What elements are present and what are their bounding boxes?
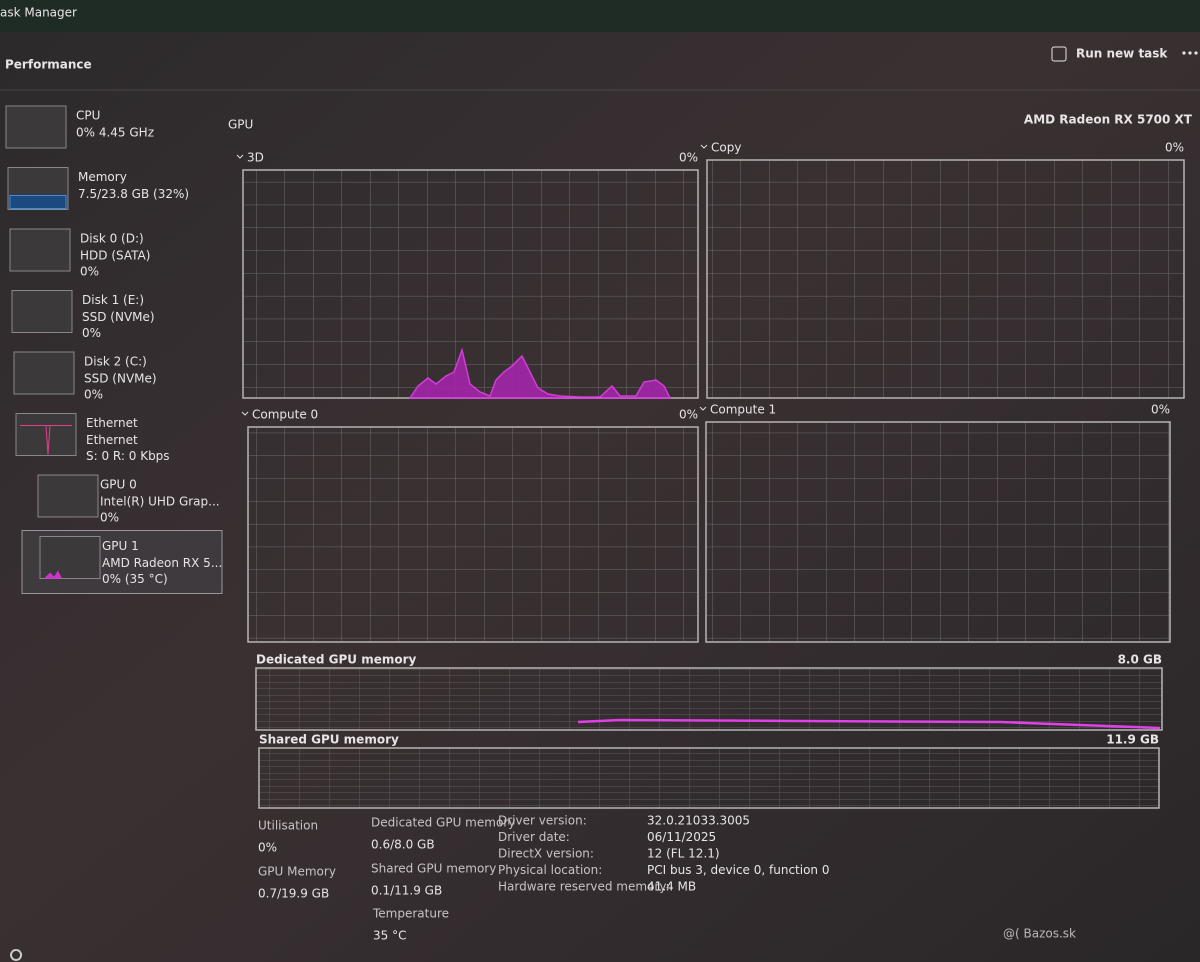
sidebar-detail[interactable]: Ethernet [86, 433, 138, 447]
sidebar-detail[interactable]: SSD (NVMe) [84, 372, 157, 386]
thumbnail-trace[interactable] [44, 570, 62, 579]
thumbnail[interactable] [11, 290, 73, 333]
detail-value: 41.4 MB [647, 880, 696, 894]
gpu-device: AMD Radeon RX 5700 XT [1024, 113, 1193, 127]
thumbnail[interactable] [13, 351, 75, 395]
graph-grid [706, 159, 1185, 399]
sidebar-name[interactable]: Disk 0 (D:) [80, 232, 144, 246]
watermark: @( Bazos.sk [1003, 927, 1076, 941]
sidebar-detail[interactable]: 0% [82, 326, 101, 340]
memory-graph-max: 11.9 GB [1106, 733, 1159, 747]
thumbnail[interactable] [37, 474, 99, 518]
graph-value: 0% [1165, 141, 1184, 155]
graph-grid [247, 426, 699, 643]
sidebar-detail[interactable]: 0% (35 °C) [102, 572, 168, 586]
run-new-task[interactable]: Run new task [1076, 47, 1168, 61]
stat-value: 0.7/19.9 GB [258, 887, 329, 901]
memory-graph-label: Dedicated GPU memory [256, 653, 417, 667]
settings-icon[interactable] [10, 949, 23, 961]
stat-label: Utilisation [258, 819, 318, 833]
graph-value: 0% [679, 151, 698, 165]
sidebar-detail[interactable]: SSD (NVMe) [82, 310, 155, 324]
graph-value: 0% [1151, 403, 1170, 417]
dedicated-memory-trace [577, 718, 1161, 730]
detail-label: Driver version: [498, 814, 587, 828]
detail-value: PCI bus 3, device 0, function 0 [647, 863, 829, 877]
stat-value: 0.1/11.9 GB [371, 884, 442, 898]
sidebar-item[interactable]: GPU 0 Intel(R) UHD Grap... 0% [37, 474, 220, 525]
thumbnail-trace[interactable] [20, 425, 72, 455]
title-bar [0, 0, 1200, 32]
stat-value: 35 °C [373, 929, 406, 943]
sidebar-detail[interactable]: 0% [84, 388, 103, 402]
detail-label: Hardware reserved memory: [498, 880, 670, 894]
sidebar-name[interactable]: Disk 2 (C:) [84, 355, 147, 369]
thumbnail[interactable] [15, 413, 77, 456]
detail-value: 12 (FL 12.1) [647, 847, 720, 861]
graph-label: Compute 0 [252, 408, 318, 422]
memory-graph-max: 8.0 GB [1118, 653, 1162, 667]
sidebar-item[interactable]: GPU 1 AMD Radeon RX 5... 0% (35 °C) [21, 530, 223, 594]
3d-trace [408, 347, 672, 399]
chevron[interactable] [241, 411, 249, 416]
sidebar-detail[interactable]: Intel(R) UHD Grap... [100, 495, 220, 509]
gpu-title: GPU [228, 118, 253, 132]
memory-graph-label: Shared GPU memory [259, 733, 399, 747]
section-title: Performance [5, 58, 92, 72]
sidebar-detail[interactable]: AMD Radeon RX 5... [102, 556, 222, 570]
sidebar-item[interactable]: Disk 2 (C:) SSD (NVMe) 0% [13, 351, 157, 402]
sidebar-item[interactable]: Memory 7.5/23.8 GB (32%) [7, 167, 189, 210]
sidebar-detail[interactable]: 0% [100, 511, 119, 525]
graph-label: 3D [247, 151, 264, 165]
graph-label: Copy [711, 141, 741, 155]
sidebar-item[interactable]: Disk 0 (D:) HDD (SATA) 0% [9, 228, 150, 279]
detail-value: 32.0.21033.3005 [647, 814, 750, 828]
graphs: 3D 0% Copy 0% Compute 0 0% Compute 1 0% Dedicate… [236, 141, 1185, 809]
memory-graph-grid [258, 747, 1160, 809]
window-title: ask Manager [0, 6, 77, 20]
stat-label: Shared GPU memory [371, 862, 496, 876]
sidebar-name[interactable]: GPU 1 [102, 539, 139, 553]
sidebar-item[interactable]: Disk 1 (E:) SSD (NVMe) 0% [11, 290, 155, 341]
detail-label: Driver date: [498, 830, 570, 844]
thumbnail[interactable] [5, 105, 67, 149]
sidebar-detail[interactable]: 0% 4.45 GHz [76, 126, 154, 140]
sidebar-name[interactable]: Ethernet [86, 416, 138, 430]
stat-label: Dedicated GPU memory [371, 816, 515, 830]
detail-label: DirectX version: [498, 847, 594, 861]
sidebar-name[interactable]: CPU [76, 109, 100, 123]
run-icon[interactable] [1051, 46, 1067, 62]
sidebar-detail[interactable]: S: 0 R: 0 Kbps [86, 449, 170, 463]
detail-label: Physical location: [498, 863, 602, 877]
thumbnail[interactable] [39, 536, 101, 579]
stats: Utilisation 0% GPU Memory 0.7/19.9 GB Dedica… [258, 814, 829, 943]
chevron[interactable] [236, 154, 244, 159]
chevron[interactable] [699, 406, 707, 411]
detail-value: 06/11/2025 [647, 830, 716, 844]
chevron[interactable] [700, 144, 708, 149]
stat-label: Temperature [372, 907, 449, 921]
sidebar-detail[interactable]: 0% [80, 265, 99, 279]
sidebar-name[interactable]: GPU 0 [100, 478, 137, 492]
stat-value: 0.6/8.0 GB [371, 838, 435, 852]
sidebar-name[interactable]: Memory [78, 170, 127, 184]
graph-value: 0% [679, 408, 698, 422]
sidebar: CPU 0% 4.45 GHz Memory 7.5/23.8 GB (32%) Dis… [5, 105, 223, 594]
more-button[interactable] [1182, 51, 1198, 55]
sidebar-item[interactable]: CPU 0% 4.45 GHz [5, 105, 154, 149]
sidebar-name[interactable]: Disk 1 (E:) [82, 293, 144, 307]
graph-grid [242, 169, 699, 399]
thumbnail[interactable] [9, 228, 71, 272]
sidebar-item[interactable]: Ethernet Ethernet S: 0 R: 0 Kbps [15, 413, 170, 464]
stat-value: 0% [258, 841, 277, 855]
sidebar-detail[interactable]: HDD (SATA) [80, 249, 150, 263]
thumbnail-fill[interactable] [9, 195, 67, 209]
graph-grid [705, 421, 1171, 643]
sidebar-detail[interactable]: 7.5/23.8 GB (32%) [78, 187, 189, 201]
stat-label: GPU Memory [258, 865, 336, 879]
graph-label: Compute 1 [710, 403, 776, 417]
